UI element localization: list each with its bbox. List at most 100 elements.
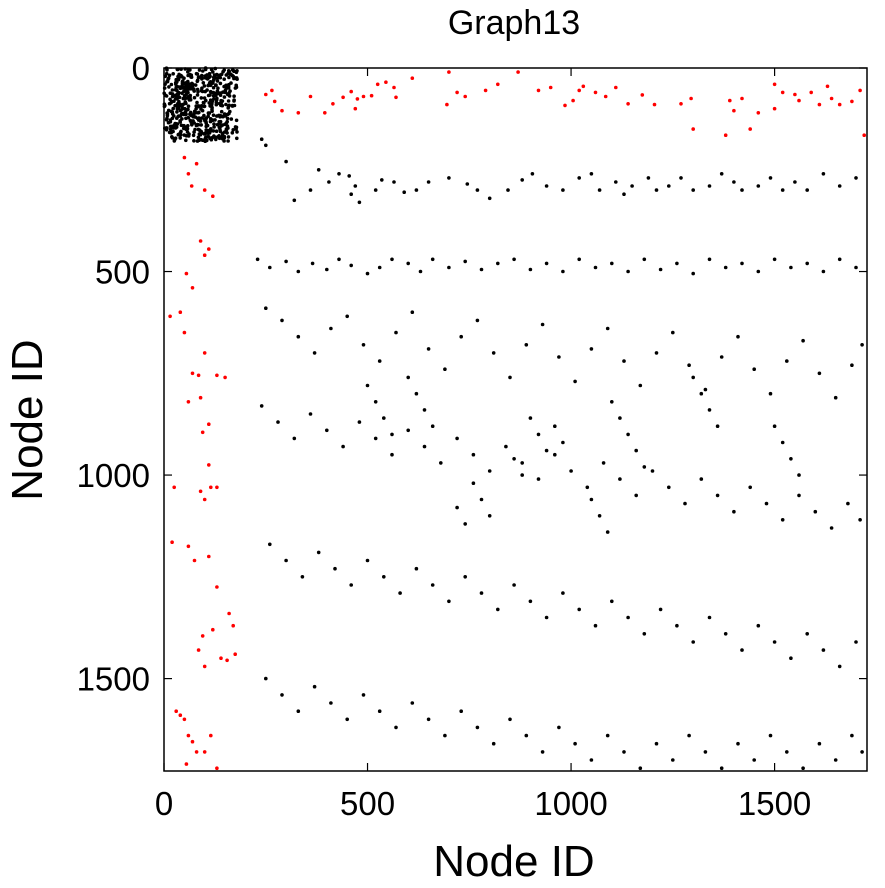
scattered-point <box>520 473 524 477</box>
dense-block-point <box>219 109 224 114</box>
scattered-point <box>610 400 614 404</box>
scattered-point <box>544 261 549 266</box>
scattered-point <box>361 343 366 347</box>
scattered-point <box>691 271 695 276</box>
border-band-point <box>202 188 207 192</box>
scattered-point <box>508 375 512 380</box>
y-tick-label: 0 <box>132 50 150 87</box>
scattered-point <box>296 269 301 274</box>
scattered-point <box>772 257 777 262</box>
scattered-point <box>772 640 777 644</box>
scattered-point <box>524 343 529 347</box>
dense-block-point <box>217 121 222 126</box>
dense-block-point <box>168 97 172 102</box>
border-band-point <box>455 90 459 95</box>
dense-block-point <box>167 130 172 135</box>
border-band-point <box>233 652 237 656</box>
scattered-point <box>373 436 378 441</box>
scattered-point <box>860 750 864 754</box>
dense-block-point <box>192 139 196 143</box>
border-band-point <box>862 133 866 137</box>
scattered-point <box>337 172 341 176</box>
dense-block-point <box>220 103 225 108</box>
scattered-point <box>524 733 529 738</box>
border-band-point <box>593 90 598 95</box>
dense-block-point <box>186 124 190 128</box>
dense-block-point <box>216 86 220 90</box>
border-band-point <box>200 634 205 638</box>
scattered-point <box>837 257 842 262</box>
scattered-point <box>528 267 533 272</box>
scattered-point <box>487 469 492 473</box>
dense-block-point <box>212 125 216 129</box>
x-axis-label: Node ID <box>433 837 594 886</box>
scattered-point <box>654 188 659 192</box>
scattered-point <box>605 326 610 331</box>
dense-block-point <box>183 86 188 90</box>
dense-block-point <box>206 114 210 118</box>
border-band-point <box>679 102 683 106</box>
scattered-point <box>821 648 826 652</box>
border-band-point <box>215 485 219 490</box>
scattered-point <box>768 733 773 738</box>
scattered-point <box>707 615 712 620</box>
dense-block-point <box>184 89 189 93</box>
scattered-point <box>626 269 630 274</box>
scattered-point <box>471 481 476 486</box>
scattered-point <box>719 355 724 359</box>
scattered-point <box>589 347 594 351</box>
border-band-point <box>178 310 183 315</box>
scattered-point <box>496 261 500 266</box>
scattered-point <box>707 257 712 262</box>
scattered-point <box>406 428 411 433</box>
scattered-point <box>280 318 284 323</box>
border-band-point <box>445 102 449 107</box>
scattered-point <box>520 178 524 182</box>
scattered-point <box>264 306 268 311</box>
scattered-point <box>349 263 354 268</box>
scattered-point <box>793 180 797 184</box>
dense-block-point <box>195 79 200 84</box>
dense-block-point <box>199 96 204 100</box>
dense-block-point <box>235 136 239 141</box>
dense-block-point <box>192 95 197 100</box>
dense-block-point <box>174 103 179 108</box>
dense-block-point <box>234 125 239 130</box>
scattered-point <box>284 558 288 563</box>
border-band-point <box>200 430 205 435</box>
scattered-point <box>536 477 541 481</box>
scattered-point <box>255 257 260 262</box>
scattered-point <box>638 766 643 770</box>
border-band-point <box>571 98 575 103</box>
dense-block-point <box>215 114 219 118</box>
dense-block-point <box>182 76 186 80</box>
border-band-point <box>614 85 618 90</box>
dense-block-point <box>176 74 180 79</box>
scattered-point <box>392 180 396 184</box>
dense-block-point <box>234 118 239 123</box>
scattered-point <box>475 188 480 192</box>
scattered-point <box>528 599 533 604</box>
dense-block-point <box>177 99 181 104</box>
dense-block-point <box>196 135 201 140</box>
border-band-point <box>577 88 581 93</box>
dense-block-point <box>226 99 231 103</box>
border-band-point <box>209 485 213 490</box>
dense-block-point <box>233 76 238 80</box>
border-band-point <box>207 247 211 251</box>
dense-block-point <box>200 77 204 81</box>
dense-block-point <box>219 72 224 77</box>
border-band-point <box>748 127 752 131</box>
scattered-point <box>455 505 459 510</box>
dense-block-point <box>192 87 196 91</box>
axis-tick-labels: 0 500 1000 1500 0 500 1000 1500 <box>77 50 812 822</box>
scattered-point <box>667 485 671 490</box>
scattered-point <box>394 330 398 335</box>
scattered-point <box>658 267 663 272</box>
scattered-point <box>740 648 744 652</box>
dense-block-point <box>175 92 180 96</box>
scattered-point <box>589 758 594 762</box>
scattered-point <box>642 465 647 469</box>
scattered-point <box>439 461 443 465</box>
